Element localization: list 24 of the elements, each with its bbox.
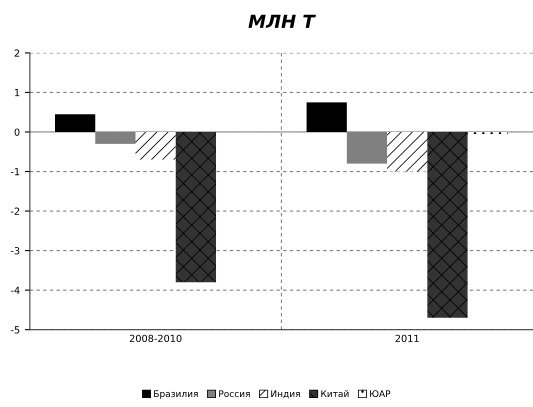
y-tick-label: -2	[10, 208, 20, 215]
chart-title: МЛН Т	[248, 14, 316, 28]
x-tick-label: 2011	[396, 334, 419, 342]
y-tick-label: 1	[15, 89, 20, 96]
legend-label: Китай	[321, 390, 349, 398]
y-tick-label: -1	[10, 168, 20, 176]
x-tick-label: 2008-2010	[130, 334, 182, 342]
legend-label: Бразилия	[154, 390, 198, 399]
y-tick-label: 0	[14, 128, 20, 136]
bar	[427, 132, 468, 318]
bar	[55, 114, 96, 132]
legend-label: Индия	[271, 390, 300, 398]
bar	[176, 132, 216, 282]
bar	[387, 132, 428, 172]
y-tick-label: -3	[10, 247, 20, 254]
bar	[306, 102, 347, 132]
bar	[346, 132, 388, 164]
y-tick-label: -5	[10, 326, 20, 334]
bar	[136, 132, 176, 160]
y-tick-label: -4	[10, 286, 20, 294]
legend-label: ЮАР	[370, 390, 390, 398]
bar	[95, 132, 136, 144]
y-tick-label: 2	[14, 49, 20, 57]
legend-label: Россия	[219, 390, 250, 398]
